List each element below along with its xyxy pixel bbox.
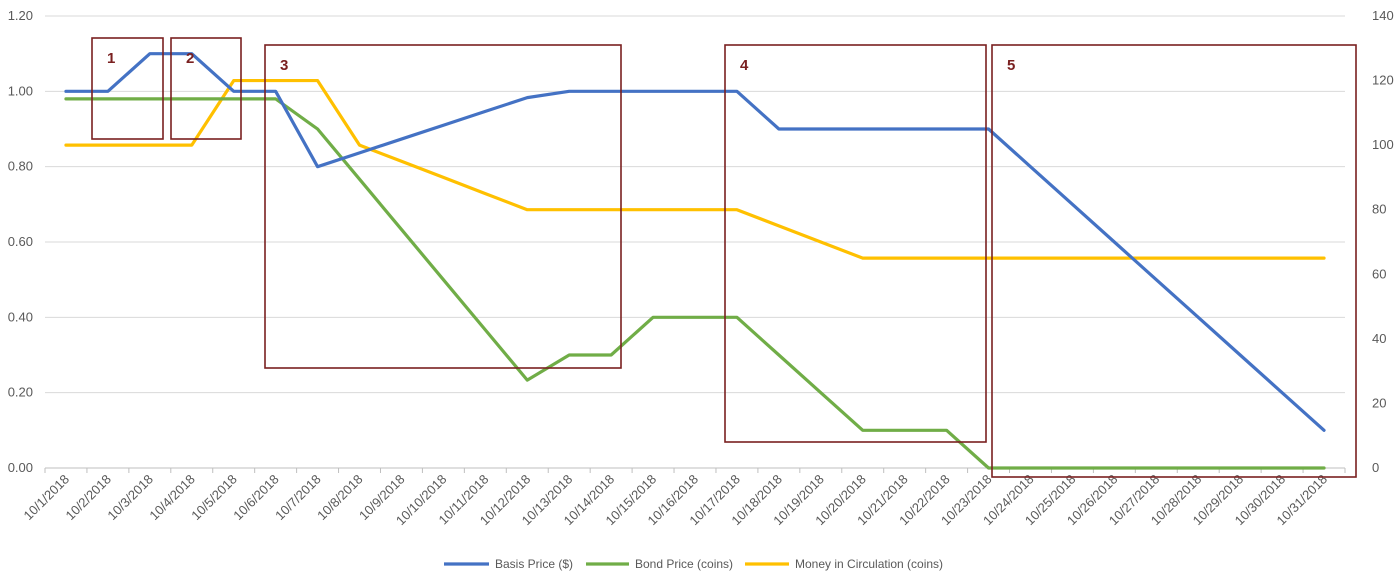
legend: Basis Price ($) Bond Price (coins) Money i… [444, 557, 943, 571]
right-axis-ticks: 0 20 40 60 80 100 120 140 [1372, 8, 1394, 475]
annotation-boxes: 1 2 3 4 5 [91, 37, 1357, 478]
legend-label-2: Bond Price (coins) [635, 557, 733, 571]
annotation-label-5: 5 [1007, 57, 1015, 74]
annotation-box-2 [170, 37, 242, 140]
left-tick-label: 0.00 [8, 460, 33, 475]
right-tick-label: 100 [1372, 137, 1394, 152]
right-tick-label: 140 [1372, 8, 1394, 23]
legend-label-1: Basis Price ($) [495, 557, 573, 571]
annotation-box-4 [724, 44, 987, 443]
right-tick-label: 60 [1372, 266, 1386, 281]
right-tick-label: 20 [1372, 395, 1386, 410]
annotation-label-3: 3 [280, 57, 288, 74]
right-tick-label: 120 [1372, 73, 1394, 88]
gridlines [45, 15, 1345, 394]
series-line-3 [64, 78, 1326, 260]
x-axis-ticks: 10/1/201810/2/201810/3/201810/4/201810/5… [21, 472, 1331, 529]
annotation-box-1 [91, 37, 164, 140]
right-tick-label: 0 [1372, 460, 1379, 475]
left-axis-ticks: 0.00 0.20 0.40 0.60 0.80 1.00 1.20 [8, 8, 33, 475]
series-line-2 [64, 97, 1326, 470]
left-tick-label: 0.60 [8, 234, 33, 249]
left-tick-label: 1.00 [8, 83, 33, 98]
series-lines [64, 52, 1326, 470]
annotation-box-3 [264, 44, 622, 369]
series-line-1 [64, 52, 1326, 432]
left-tick-label: 0.40 [8, 309, 33, 324]
annotation-label-2: 2 [186, 50, 194, 67]
right-tick-label: 40 [1372, 331, 1386, 346]
annotation-label-4: 4 [740, 57, 749, 74]
annotation-box-5 [991, 44, 1357, 478]
left-tick-label: 1.20 [8, 8, 33, 23]
legend-label-3: Money in Circulation (coins) [795, 557, 943, 571]
left-tick-label: 0.80 [8, 159, 33, 174]
annotation-label-1: 1 [107, 50, 115, 67]
right-tick-label: 80 [1372, 202, 1386, 217]
left-tick-label: 0.20 [8, 385, 33, 400]
